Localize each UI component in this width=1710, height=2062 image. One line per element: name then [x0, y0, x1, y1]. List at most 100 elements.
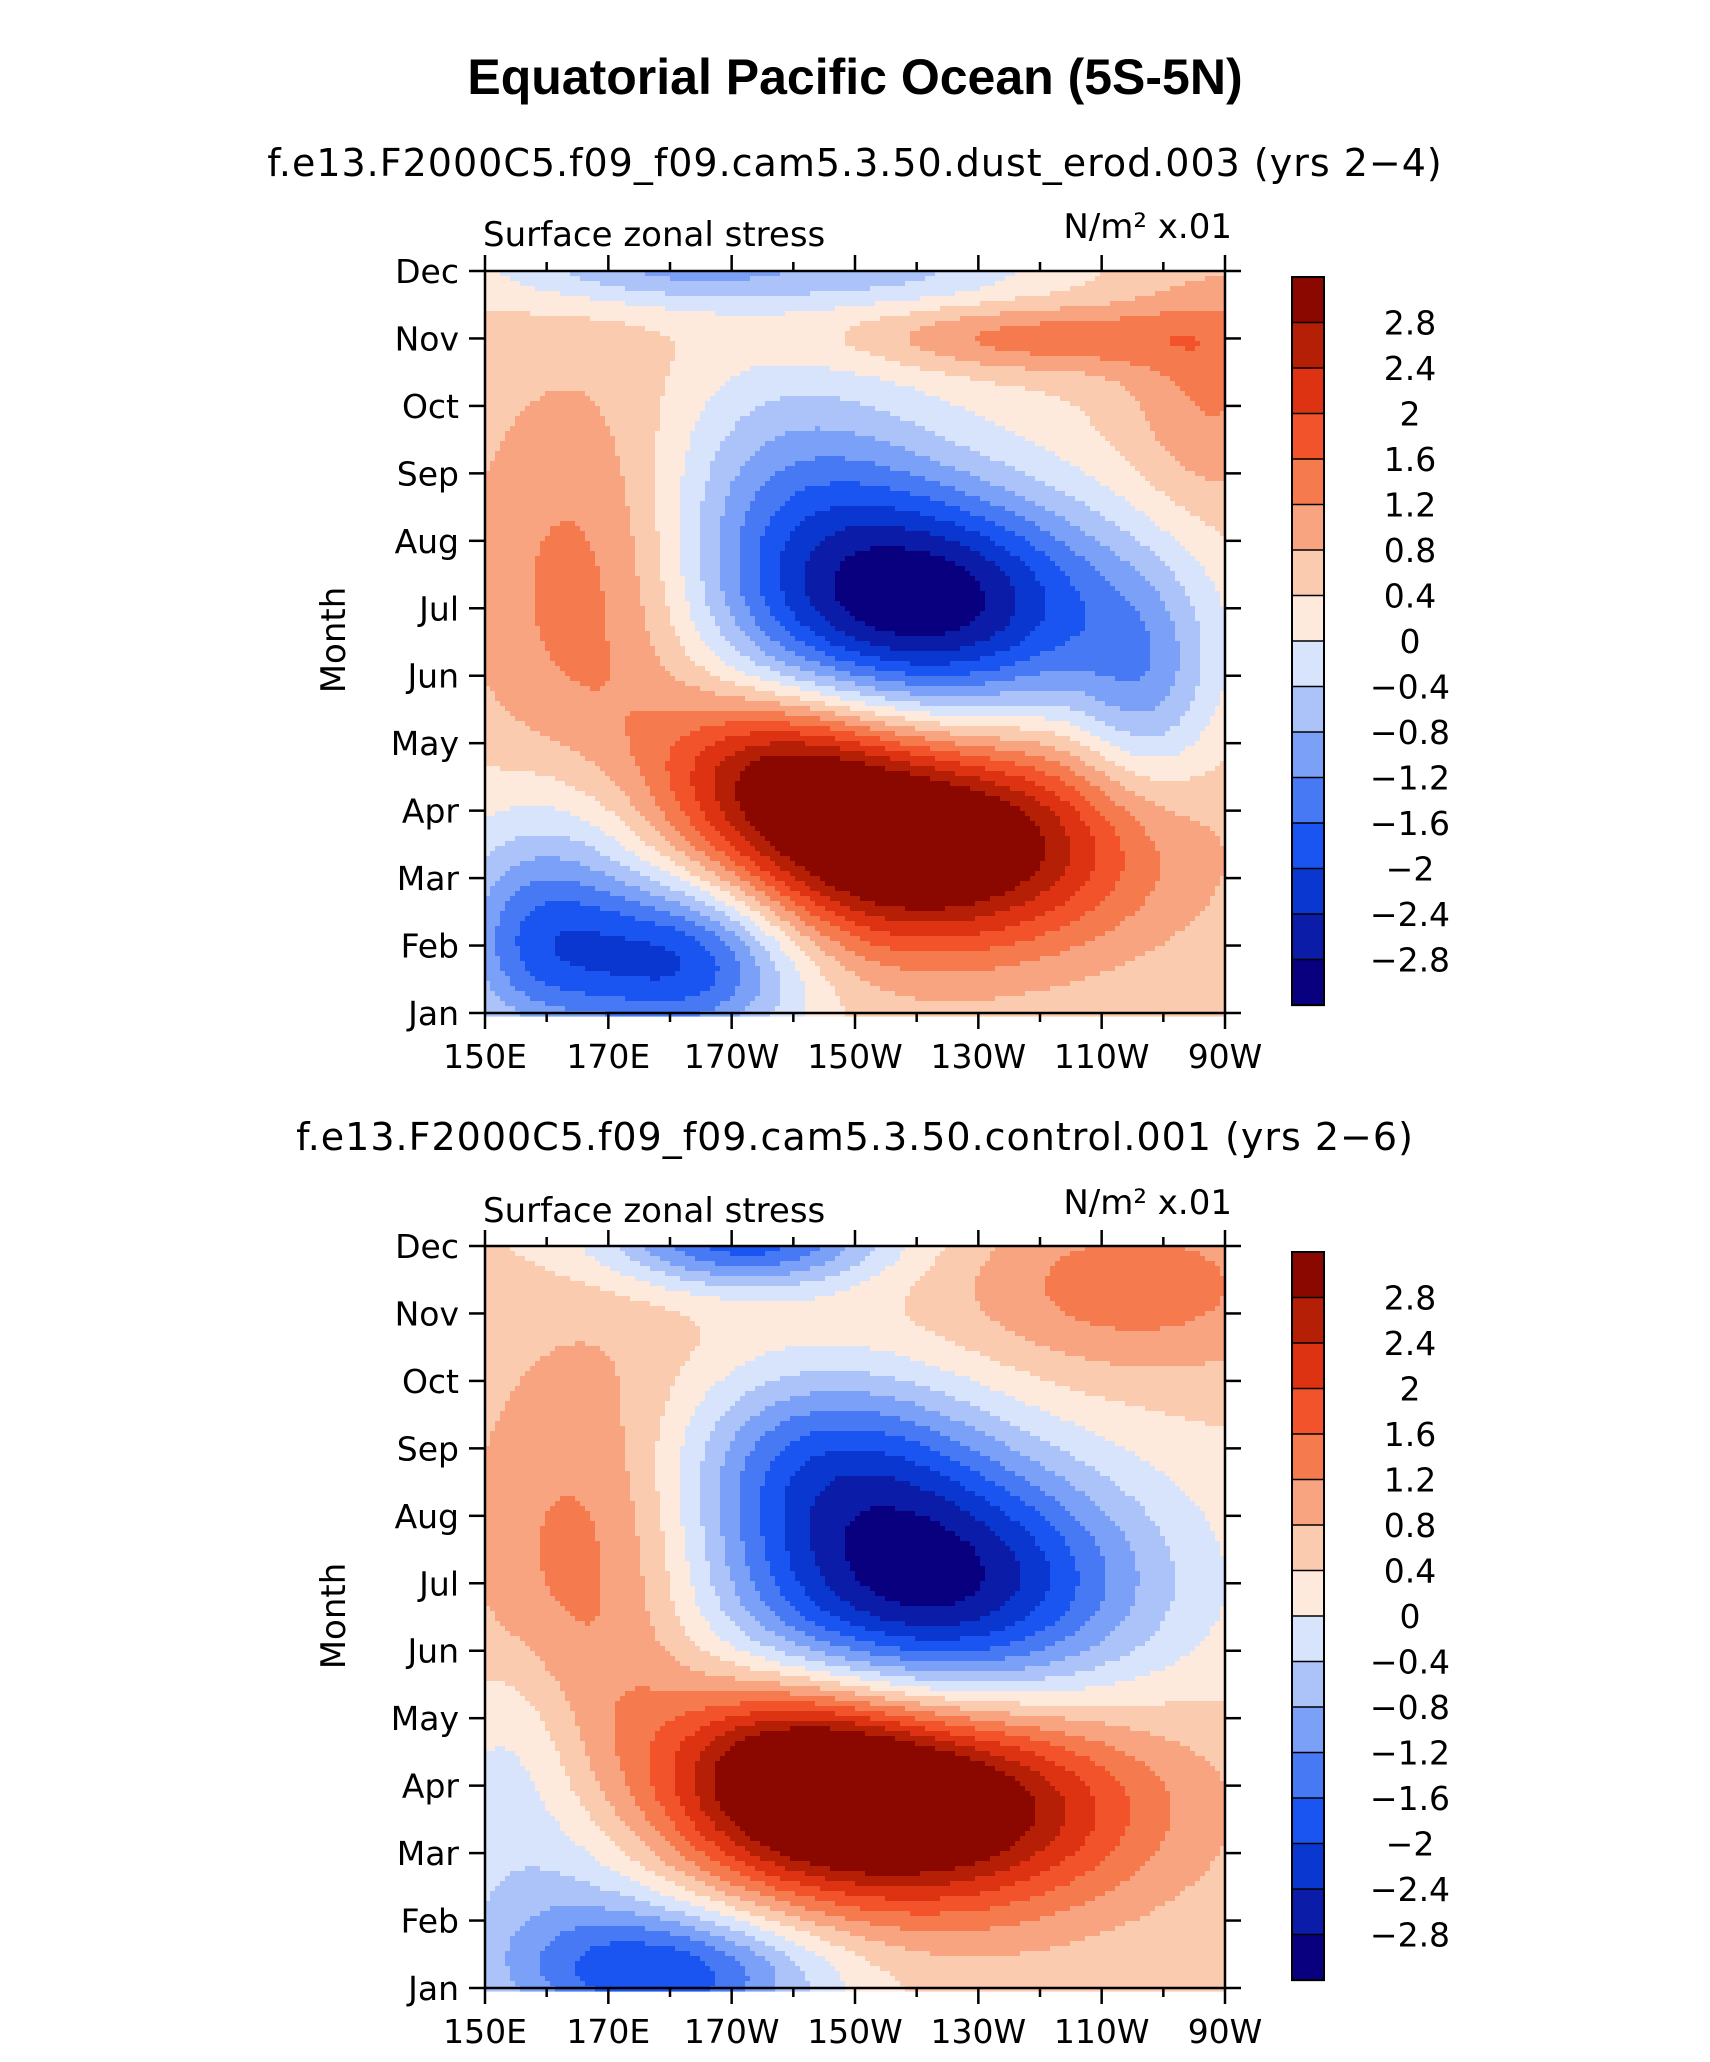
- field-cell: [580, 561, 586, 567]
- field-cell: [545, 766, 551, 772]
- field-cell: [570, 856, 576, 862]
- field-cell: [600, 856, 606, 862]
- field-cell: [530, 991, 536, 997]
- field-cell: [585, 881, 591, 887]
- field-cell: [560, 931, 566, 937]
- field-cell: [565, 631, 571, 637]
- field-cell: [535, 546, 541, 552]
- field-cell: [535, 401, 541, 407]
- field-cell: [560, 916, 566, 922]
- field-cell: [635, 751, 641, 757]
- field-cell: [625, 396, 631, 402]
- field-cell: [560, 896, 566, 902]
- field-cell: [615, 436, 621, 442]
- field-cell: [545, 436, 551, 442]
- field-cell: [580, 751, 586, 757]
- field-cell: [490, 296, 496, 302]
- field-cell: [630, 556, 636, 562]
- field-cell: [545, 616, 551, 622]
- field-cell: [575, 601, 581, 607]
- field-cell: [570, 956, 576, 962]
- field-cell: [605, 491, 611, 497]
- field-cell: [540, 886, 546, 892]
- field-cell: [610, 686, 616, 692]
- field-cell: [605, 571, 611, 577]
- field-cell: [585, 871, 591, 877]
- field-cell: [620, 326, 626, 332]
- field-cell: [490, 291, 496, 297]
- field-cell: [510, 426, 516, 432]
- field-cell: [545, 706, 551, 712]
- field-cell: [600, 356, 606, 362]
- field-cell: [620, 341, 626, 347]
- field-cell: [520, 431, 526, 437]
- field-cell: [615, 656, 621, 662]
- field-cell: [640, 386, 646, 392]
- field-cell: [575, 746, 581, 752]
- field-cell: [635, 496, 641, 502]
- field-cell: [565, 516, 571, 522]
- field-cell: [630, 276, 636, 282]
- field-cell: [560, 796, 566, 802]
- field-cell: [500, 426, 506, 432]
- field-cell: [510, 476, 516, 482]
- field-cell: [570, 1006, 576, 1012]
- field-cell: [615, 696, 621, 702]
- field-cell: [545, 591, 551, 597]
- field-cell: [510, 696, 516, 702]
- field-cell: [505, 866, 511, 872]
- field-cell: [555, 406, 561, 412]
- field-cell: [530, 911, 536, 917]
- field-cell: [590, 926, 596, 932]
- field-cell: [560, 776, 566, 782]
- field-cell: [505, 736, 511, 742]
- field-cell: [610, 836, 616, 842]
- field-cell: [560, 726, 566, 732]
- field-cell: [560, 716, 566, 722]
- field-cell: [530, 936, 536, 942]
- field-cell: [505, 881, 511, 887]
- field-cell: [540, 576, 546, 582]
- field-cell: [555, 346, 561, 352]
- field-cell: [625, 456, 631, 462]
- field-cell: [495, 641, 501, 647]
- field-cell: [580, 481, 586, 487]
- field-cell: [635, 611, 641, 617]
- field-cell: [530, 346, 536, 352]
- field-cell: [625, 301, 631, 307]
- field-cell: [625, 631, 631, 637]
- field-cell: [510, 941, 516, 947]
- field-cell: [610, 476, 616, 482]
- field-cell: [580, 666, 586, 672]
- field-cell: [610, 546, 616, 552]
- field-cell: [570, 531, 576, 537]
- field-cell: [525, 291, 531, 297]
- field-cell: [495, 496, 501, 502]
- field-cell: [630, 696, 636, 702]
- field-cell: [570, 556, 576, 562]
- field-cell: [515, 386, 521, 392]
- field-cell: [615, 416, 621, 422]
- field-cell: [510, 656, 516, 662]
- field-cell: [520, 776, 526, 782]
- field-cell: [600, 436, 606, 442]
- field-cell: [595, 796, 601, 802]
- field-cell: [610, 676, 616, 682]
- field-cell: [615, 581, 621, 587]
- field-cell: [630, 331, 636, 337]
- field-cell: [510, 736, 516, 742]
- field-cell: [505, 926, 511, 932]
- field-cell: [630, 496, 636, 502]
- field-cell: [635, 676, 641, 682]
- field-cell: [530, 511, 536, 517]
- field-cell: [530, 376, 536, 382]
- field-cell: [565, 871, 571, 877]
- field-cell: [490, 731, 496, 737]
- field-cell: [520, 951, 526, 957]
- field-cell: [605, 451, 611, 457]
- field-cell: [595, 356, 601, 362]
- field-cell: [565, 446, 571, 452]
- field-cell: [570, 571, 576, 577]
- field-cell: [555, 511, 561, 517]
- field-cell: [555, 801, 561, 807]
